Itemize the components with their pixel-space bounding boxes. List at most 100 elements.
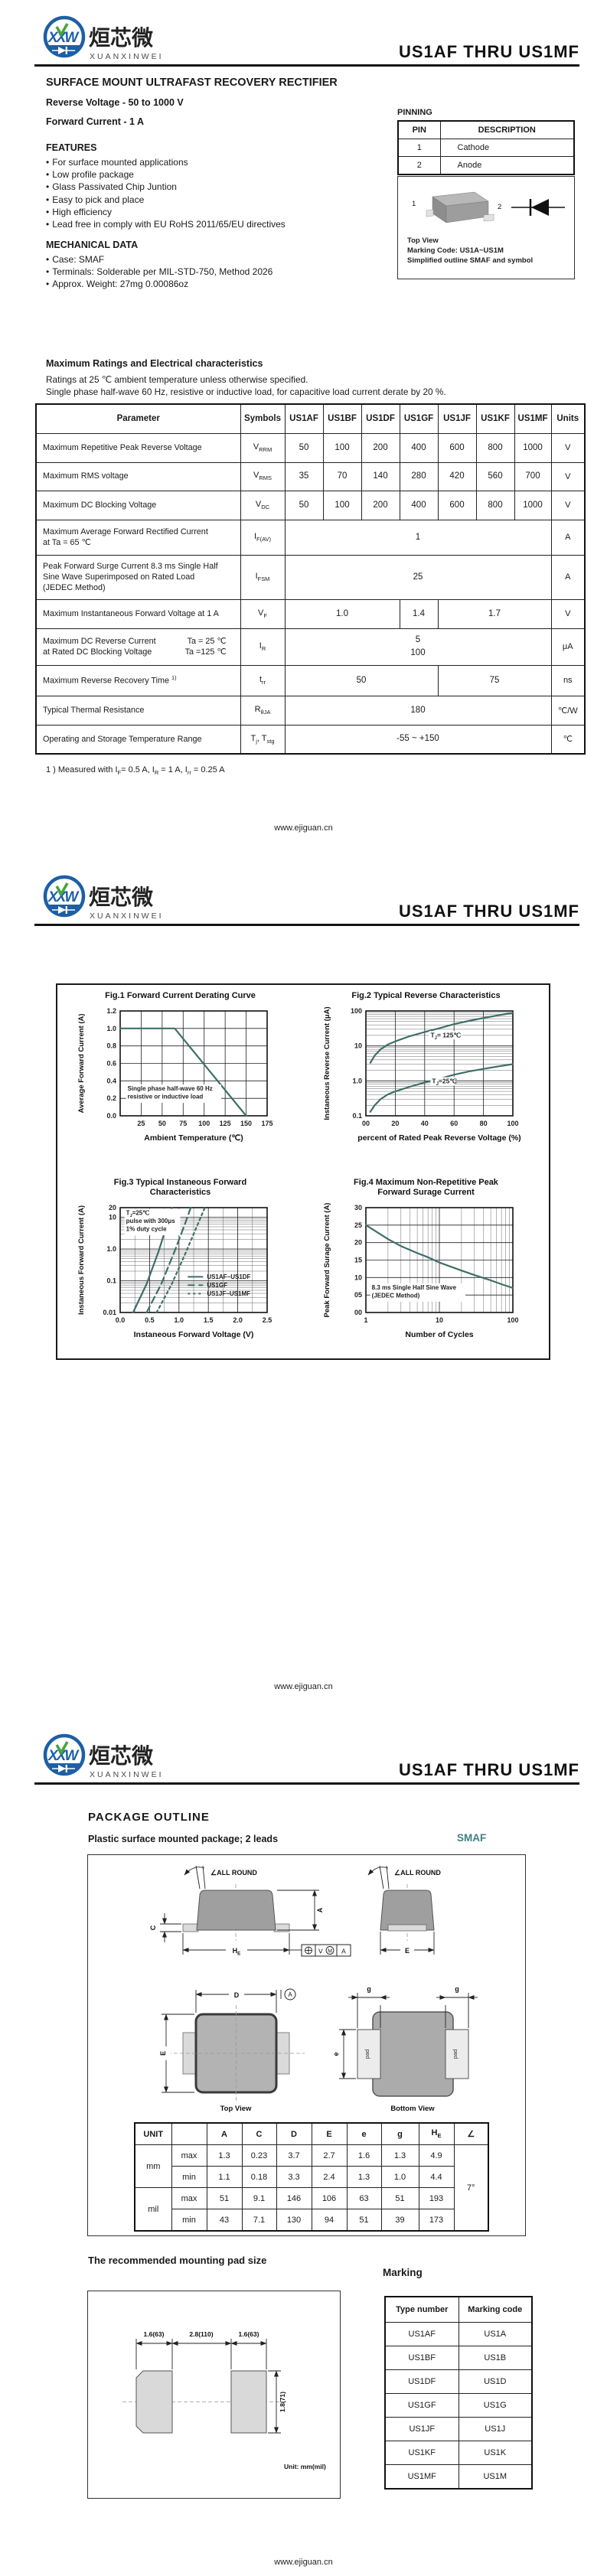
y-axis-label: Instaneous Forward Current (A) bbox=[77, 1205, 86, 1315]
logo-en-name: XUANXINWEI bbox=[90, 1770, 164, 1779]
logo-cn-name: 烜芯微 bbox=[89, 26, 153, 50]
dim-col-header: e bbox=[346, 2122, 382, 2145]
type-number-cell: US1BF bbox=[384, 2346, 459, 2370]
marking-code-cell: US1D bbox=[458, 2369, 533, 2394]
parameter-cell: Maximum Repetitive Peak Reverse Voltage bbox=[35, 432, 241, 463]
svg-text:0.0: 0.0 bbox=[106, 1112, 116, 1120]
pad-dim-height: 1.8(71) bbox=[279, 2392, 286, 2412]
ratings-row: Typical Thermal Resistance RθJA 180 ℃/W bbox=[35, 695, 586, 726]
forward-current-line: Forward Current - 1 A bbox=[46, 116, 145, 127]
side-view: ∠ALL ROUND E bbox=[367, 1865, 441, 1955]
svg-text:30: 30 bbox=[354, 1204, 362, 1211]
tolerance-v-label: V bbox=[318, 1948, 323, 1955]
dim-value-cell: 0.23 bbox=[241, 2144, 277, 2167]
dim-value-cell: 173 bbox=[418, 2209, 455, 2232]
value-cell: 200 bbox=[361, 490, 400, 520]
ratings-header-row: Parameter Symbols US1AF US1BF US1DF US1GF US1J… bbox=[35, 403, 586, 434]
dim-he-label: HE bbox=[233, 1947, 241, 1957]
symbol-cell: Tj, Tstg bbox=[240, 724, 286, 755]
series-TJ125 bbox=[369, 1012, 514, 1064]
pad-dim-left: 1.6(63) bbox=[144, 2330, 165, 2338]
ratings-row: Operating and Storage Temperature Range T… bbox=[35, 724, 586, 755]
figure-title: Forward Surage Current bbox=[377, 1188, 475, 1197]
unit-cell: V bbox=[550, 432, 586, 463]
pad-dim-right: 1.6(63) bbox=[239, 2330, 259, 2338]
dim-e2-label: e bbox=[332, 2052, 340, 2056]
unit-cell: V bbox=[550, 461, 586, 491]
svg-text:10: 10 bbox=[354, 1273, 362, 1281]
type-number-cell: US1DF bbox=[384, 2369, 459, 2394]
svg-text:25: 25 bbox=[137, 1120, 145, 1127]
dim-value-cell: 146 bbox=[276, 2187, 312, 2209]
package-name-badge: SMAF bbox=[457, 1832, 487, 1844]
value-cell: 25 bbox=[284, 554, 552, 600]
chart-annotation: pulse with 300μs bbox=[126, 1218, 176, 1224]
figure-title: Fig.1 Forward Current Derating Curve bbox=[105, 991, 256, 1000]
legend-entry: US1GF bbox=[207, 1282, 227, 1289]
svg-text:100: 100 bbox=[507, 1316, 518, 1324]
package-outline-title: PACKAGE OUTLINE bbox=[88, 1811, 210, 1824]
ratings-row: Maximum Instantaneous Forward Voltage at… bbox=[35, 598, 586, 629]
type-number-cell: US1MF bbox=[384, 2464, 459, 2490]
ratings-header-cell: US1BF bbox=[322, 403, 362, 434]
marking-row: US1DF US1D bbox=[384, 2369, 533, 2394]
svg-text:0.4: 0.4 bbox=[106, 1077, 116, 1084]
dim-minmax-cell: min bbox=[171, 2209, 207, 2232]
ratings-header-cell: US1KF bbox=[475, 403, 515, 434]
value-cell: 50 bbox=[284, 490, 324, 520]
x-axis-label: percent of Rated Peak Reverse Voltage (%… bbox=[357, 1133, 521, 1143]
series-US1JF~US1MF bbox=[155, 1206, 206, 1314]
dim-value-cell: 106 bbox=[311, 2187, 348, 2209]
value-cell: 1.4 bbox=[399, 598, 439, 629]
svg-text:75: 75 bbox=[179, 1120, 187, 1127]
svg-text:175: 175 bbox=[261, 1120, 272, 1127]
logo-diode-triangle bbox=[58, 47, 66, 54]
dim-row: mm max 1.3 0.23 3.7 2.7 1.6 1.3 4.9 7° bbox=[134, 2144, 489, 2232]
value-cell: 420 bbox=[437, 461, 477, 491]
dim-value-cell: 1.3 bbox=[380, 2144, 419, 2167]
parameter-cell: Maximum Instantaneous Forward Voltage at… bbox=[35, 598, 241, 629]
parameter-cell: Operating and Storage Temperature Range bbox=[35, 724, 241, 755]
dim-c-label: C bbox=[149, 1925, 157, 1930]
page-header-3: XXW 烜芯微 XUANXINWEI US1AF THRU US1MF bbox=[0, 1732, 607, 1785]
pinning-header-cell: DESCRIPTION bbox=[439, 120, 575, 139]
dim-value-cell: 51 bbox=[380, 2187, 419, 2209]
footer-url-1: www.ejiguan.cn bbox=[274, 823, 333, 833]
dim-value-cell: 63 bbox=[346, 2187, 382, 2209]
dim-angle-cell: 7° bbox=[453, 2144, 489, 2232]
logo-cn-name: 烜芯微 bbox=[89, 1744, 153, 1768]
series-TJ25 bbox=[369, 1063, 514, 1113]
datum-a-circle-icon bbox=[284, 1988, 296, 2000]
symbol-cell: VF bbox=[240, 598, 286, 629]
logo-monogram: XXW bbox=[47, 1748, 80, 1764]
characteristics-figure-panel: Fig.1 Forward Current Derating Curve 25 50… bbox=[56, 983, 550, 1360]
bottom-view-caption: Bottom View bbox=[390, 2105, 435, 2113]
value-cell: 100 bbox=[322, 432, 362, 463]
footer-url-2: www.ejiguan.cn bbox=[274, 1682, 333, 1691]
outline-caption-marking-code: Marking Code: US1A~US1M bbox=[407, 246, 504, 255]
dim-g-label: g bbox=[367, 1985, 371, 1993]
marking-row: US1JF US1J bbox=[384, 2417, 533, 2441]
svg-text:100: 100 bbox=[507, 1120, 518, 1127]
value-cell: 1.7 bbox=[437, 598, 552, 629]
chart-annotation: 8.3 ms Single Half Sine Wave bbox=[372, 1284, 457, 1291]
y-axis-label: Instaneous Reverse Current (μA) bbox=[323, 1006, 331, 1120]
dim-value-cell: 43 bbox=[206, 2209, 243, 2232]
dim-value-cell: 7.1 bbox=[241, 2209, 277, 2232]
pin2-label: 2 bbox=[498, 203, 501, 211]
ratings-header-cell: Parameter bbox=[35, 403, 241, 434]
pinning-header-cell: PIN bbox=[397, 120, 441, 139]
marking-row: US1AF US1A bbox=[384, 2322, 533, 2346]
dim-col-header: HE bbox=[418, 2122, 455, 2145]
package-and-symbol-drawing: 1 2 bbox=[412, 191, 565, 223]
series-US1GF bbox=[145, 1206, 192, 1314]
doc-title: US1AF THRU US1MF bbox=[398, 902, 579, 921]
datum-a-label: A bbox=[288, 1991, 292, 1998]
value-cell: 180 bbox=[284, 695, 552, 726]
figure-cell-4: Fig.4 Maximum Non-Repetitive Peak Forward… bbox=[303, 1172, 549, 1358]
page-header-2: XXW 烜芯微 XUANXINWEI US1AF THRU US1MF bbox=[0, 873, 607, 926]
marking-code-cell: US1K bbox=[458, 2441, 533, 2465]
tolerance-m-label: M bbox=[328, 1949, 332, 1955]
figure-title: Fig.3 Typical Instaneous Forward bbox=[113, 1178, 247, 1187]
